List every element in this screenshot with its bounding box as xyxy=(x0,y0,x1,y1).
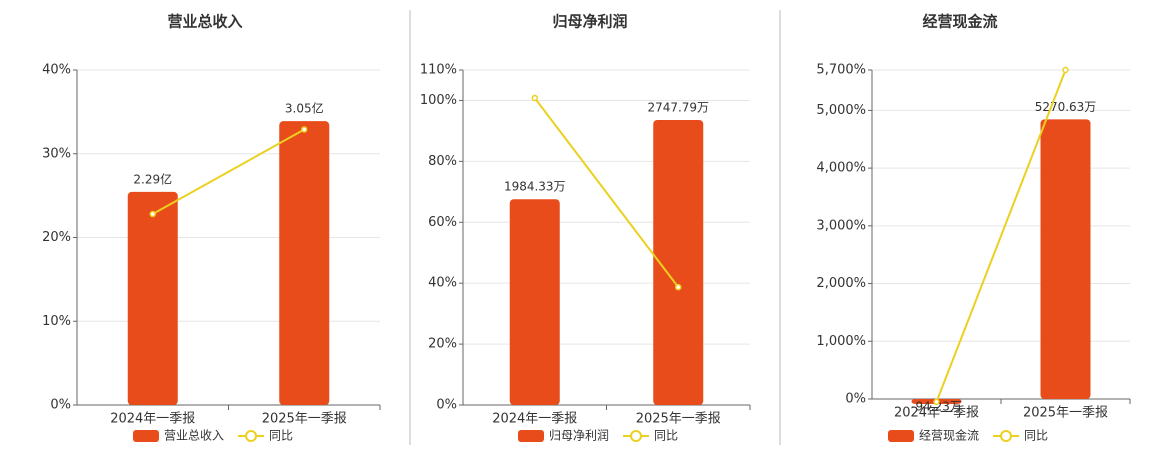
y-tick-label: 60% xyxy=(428,215,457,230)
legend-swatch xyxy=(133,430,159,442)
bar-label: 1984.33万 xyxy=(504,180,566,194)
legend-label: 同比 xyxy=(654,429,678,443)
legend-label: 同比 xyxy=(269,429,293,443)
x-tick-label: 2025年一季报 xyxy=(262,412,347,427)
x-tick-label: 2025年一季报 xyxy=(1023,406,1108,421)
legend-label: 同比 xyxy=(1024,429,1048,443)
line xyxy=(152,128,305,215)
y-tick-label: 110% xyxy=(420,63,457,78)
y-tick-label: 0% xyxy=(845,392,866,407)
line-point xyxy=(933,398,940,406)
line-point xyxy=(1062,66,1069,74)
legend-swatch xyxy=(518,430,544,442)
line-point xyxy=(675,283,682,291)
chart-title: 营业总收入 xyxy=(167,13,242,31)
legend-label: 营业总收入 xyxy=(164,429,224,443)
bar-label: -94.23万 xyxy=(911,400,962,414)
bar-label: 5270.63万 xyxy=(1035,100,1097,114)
bar xyxy=(279,121,330,406)
line-point xyxy=(149,210,156,218)
chart-title: 经营现金流 xyxy=(922,13,997,31)
y-tick-label: 20% xyxy=(42,230,71,245)
x-tick-label: 2025年一季报 xyxy=(636,412,721,427)
legend-swatch xyxy=(245,430,258,442)
y-tick-label: 1,000% xyxy=(816,334,866,349)
y-tick-label: 40% xyxy=(428,276,457,291)
bar xyxy=(653,120,704,406)
legend-label: 经营现金流 xyxy=(919,428,979,443)
y-tick-label: 4,000% xyxy=(816,161,866,176)
y-tick-label: 3,000% xyxy=(816,218,866,233)
legend-swatch xyxy=(888,430,914,442)
line-point xyxy=(531,94,538,102)
bar xyxy=(127,191,178,405)
y-tick-label: 100% xyxy=(420,93,457,108)
bar xyxy=(1040,119,1091,400)
bar-label: 2747.79万 xyxy=(647,101,709,115)
legend-swatch xyxy=(1000,430,1013,442)
line xyxy=(533,97,680,288)
chart-title: 归母净利润 xyxy=(552,13,627,31)
y-tick-label: 10% xyxy=(42,314,71,329)
x-tick-label: 2024年一季报 xyxy=(110,412,195,427)
bar-label: 3.05亿 xyxy=(285,101,324,116)
legend-label: 归母净利润 xyxy=(549,429,609,443)
x-tick-label: 2024年一季报 xyxy=(894,406,979,421)
y-tick-label: 40% xyxy=(42,63,71,78)
line-point xyxy=(301,126,308,133)
line xyxy=(935,69,1067,403)
x-tick-label: 2024年一季报 xyxy=(492,412,577,427)
y-tick-label: 20% xyxy=(428,337,457,352)
y-tick-label: 5,700% xyxy=(816,63,866,78)
y-tick-label: 0% xyxy=(50,398,71,413)
y-tick-label: 5,000% xyxy=(816,103,866,118)
y-tick-label: 0% xyxy=(436,398,457,413)
y-tick-label: 80% xyxy=(428,154,457,169)
bar-label: 2.29亿 xyxy=(133,171,172,186)
legend-swatch xyxy=(630,430,643,442)
y-tick-label: 30% xyxy=(42,146,71,161)
bar xyxy=(509,199,560,405)
y-tick-label: 2,000% xyxy=(816,276,866,291)
